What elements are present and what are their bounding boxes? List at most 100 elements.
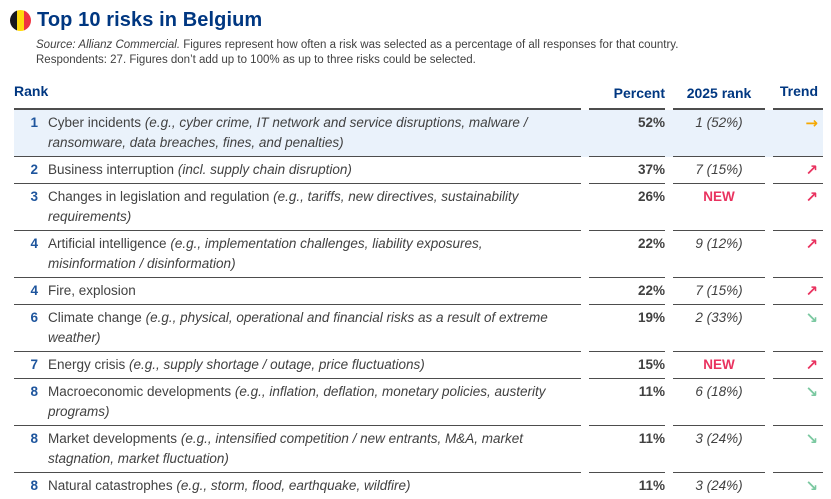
arrow-up-right-icon: ↗ xyxy=(805,188,818,206)
percent-value: 37% xyxy=(589,157,665,184)
risk-label: Macroeconomic developments (e.g., inflat… xyxy=(48,382,581,422)
arrow-down-right-icon: ↘ xyxy=(805,309,818,327)
arrow-up-right-icon: ↗ xyxy=(805,356,818,374)
rank-2025-value: NEW xyxy=(673,352,765,379)
risk-cell: 8 Natural catastrophes (e.g., storm, flo… xyxy=(14,473,581,499)
arrow-down-right-icon: ↘ xyxy=(805,477,818,495)
risk-label: Changes in legislation and regulation (e… xyxy=(48,187,581,227)
risk-cell: 6 Climate change (e.g., physical, operat… xyxy=(14,305,581,352)
risk-cell: 4 Artificial intelligence (e.g., impleme… xyxy=(14,231,581,278)
risk-name: Business interruption xyxy=(48,162,175,177)
risk-cell: 4 Fire, explosion xyxy=(14,278,581,305)
risk-detail: (e.g., inflation, deflation, monetary po… xyxy=(48,384,546,419)
trend-cell: ↗ xyxy=(773,231,823,278)
table-row: 4 Fire, explosion 22% 7 (15%) ↗ xyxy=(14,278,823,305)
risk-detail: (e.g., cyber crime, IT network and servi… xyxy=(48,115,528,150)
figure-header: Top 10 risks in Belgium Source: Allianz … xyxy=(0,0,831,68)
risk-cell: 2 Business interruption (incl. supply ch… xyxy=(14,157,581,184)
risk-label: Energy crisis (e.g., supply shortage / o… xyxy=(48,355,445,375)
risk-cell: 8 Macroeconomic developments (e.g., infl… xyxy=(14,379,581,426)
arrow-up-right-icon: ↗ xyxy=(805,161,818,179)
rank-2025-value: NEW xyxy=(673,184,765,231)
trend-cell: ↗ xyxy=(773,278,823,305)
risk-name: Natural catastrophes xyxy=(48,478,173,493)
source-line: Source: Allianz Commercial. Figures repr… xyxy=(36,38,817,53)
risk-name: Macroeconomic developments xyxy=(48,384,232,399)
risk-detail: (e.g., implementation challenges, liabil… xyxy=(48,236,483,271)
risk-name: Cyber incidents xyxy=(48,115,142,130)
trend-cell: ↗ xyxy=(773,352,823,379)
rank-number: 4 xyxy=(30,236,38,251)
page-title: Top 10 risks in Belgium xyxy=(37,9,263,31)
trend-cell: ↗ xyxy=(773,184,823,231)
table-row: 6 Climate change (e.g., physical, operat… xyxy=(14,305,823,352)
percent-value: 52% xyxy=(589,110,665,157)
column-header-rank: Rank xyxy=(14,83,581,110)
rank-2025-value: 1 (52%) xyxy=(673,110,765,157)
risk-name: Artificial intelligence xyxy=(48,236,167,251)
risk-label: Artificial intelligence (e.g., implement… xyxy=(48,234,581,274)
table-row: 1 Cyber incidents (e.g., cyber crime, IT… xyxy=(14,110,823,157)
arrow-up-right-icon: ↗ xyxy=(805,235,818,253)
risk-label: Natural catastrophes (e.g., storm, flood… xyxy=(48,476,430,496)
table-row: 2 Business interruption (incl. supply ch… xyxy=(14,157,823,184)
table-row: 8 Macroeconomic developments (e.g., infl… xyxy=(14,379,823,426)
percent-value: 26% xyxy=(589,184,665,231)
trend-cell: ↘ xyxy=(773,379,823,426)
rank-number: 8 xyxy=(30,478,38,493)
respondents-note: Respondents: 27. Figures don’t add up to… xyxy=(36,54,476,66)
risk-label: Climate change (e.g., physical, operatio… xyxy=(48,308,581,348)
risk-detail: (e.g., intensified competition / new ent… xyxy=(48,431,523,466)
risk-detail: (e.g., storm, flood, earthquake, wildfir… xyxy=(176,478,411,493)
risk-label: Cyber incidents (e.g., cyber crime, IT n… xyxy=(48,113,581,153)
risk-cell: 1 Cyber incidents (e.g., cyber crime, IT… xyxy=(14,110,581,157)
column-header-trend: Trend xyxy=(773,83,823,110)
rank-2025-value: 7 (15%) xyxy=(673,278,765,305)
percent-value: 19% xyxy=(589,305,665,352)
rank-number: 8 xyxy=(30,431,38,446)
table-header-row: Rank Percent 2025 rank Trend xyxy=(14,83,823,110)
risk-name: Changes in legislation and regulation xyxy=(48,189,270,204)
rank-number: 4 xyxy=(30,283,38,298)
rank-2025-value: 3 (24%) xyxy=(695,478,743,493)
risk-name: Market developments xyxy=(48,431,178,446)
risk-detail: (e.g., tariffs, new directives, sustaina… xyxy=(48,189,519,224)
rank-number: 6 xyxy=(30,310,38,325)
risk-name: Energy crisis xyxy=(48,357,126,372)
rank-number: 3 xyxy=(30,189,38,204)
risk-name: Climate change xyxy=(48,310,142,325)
table-body: 1 Cyber incidents (e.g., cyber crime, IT… xyxy=(14,110,823,499)
table-row: 3 Changes in legislation and regulation … xyxy=(14,184,823,231)
source-text: Figures represent how often a risk was s… xyxy=(180,39,679,51)
trend-cell: ↘ xyxy=(773,426,823,473)
rank-number: 2 xyxy=(30,162,38,177)
rank-number: 8 xyxy=(30,384,38,399)
risk-detail: (e.g., supply shortage / outage, price f… xyxy=(129,357,425,372)
trend-cell: → xyxy=(773,110,823,157)
risk-table: Rank Percent 2025 rank Trend 1 Cyber inc… xyxy=(0,83,831,499)
rank-2025-value: 3 (24%) xyxy=(673,426,765,473)
arrow-right-icon: → xyxy=(805,114,818,132)
risk-cell: 7 Energy crisis (e.g., supply shortage /… xyxy=(14,352,581,379)
arrow-down-right-icon: ↘ xyxy=(805,383,818,401)
risk-label: Market developments (e.g., intensified c… xyxy=(48,429,581,469)
arrow-up-right-icon: ↗ xyxy=(805,282,818,300)
table-row: 4 Artificial intelligence (e.g., impleme… xyxy=(14,231,823,278)
table-row: 7 Energy crisis (e.g., supply shortage /… xyxy=(14,352,823,379)
column-header-2025-rank: 2025 rank xyxy=(673,83,765,110)
rank-number: 1 xyxy=(30,115,38,130)
risk-cell: 8 Market developments (e.g., intensified… xyxy=(14,426,581,473)
belgium-flag-icon xyxy=(10,10,31,31)
percent-value: 11% xyxy=(589,426,665,473)
risk-detail: (incl. supply chain disruption) xyxy=(177,162,352,177)
source-note: Source: Allianz Commercial. Figures repr… xyxy=(36,38,817,68)
trend-cell: ↗ xyxy=(773,157,823,184)
rank-2025-value: 6 (18%) xyxy=(673,379,765,426)
source-prefix: Source: Allianz Commercial. xyxy=(36,39,181,51)
risk-name: Fire, explosion xyxy=(48,283,136,298)
rank-2025-value: 9 (12%) xyxy=(673,231,765,278)
risk-cell: 3 Changes in legislation and regulation … xyxy=(14,184,581,231)
rank-number: 7 xyxy=(30,357,38,372)
percent-value: 22% xyxy=(589,278,665,305)
